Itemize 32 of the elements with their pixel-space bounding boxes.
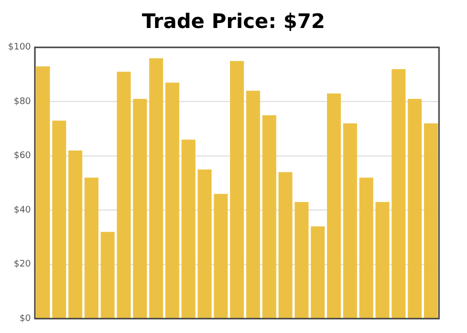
bar — [198, 169, 212, 318]
bar — [310, 226, 325, 318]
bar — [182, 140, 196, 318]
bar — [375, 202, 390, 318]
y-tick-label: $100 — [8, 42, 32, 53]
bar — [68, 150, 82, 318]
bar — [326, 94, 341, 318]
bar — [246, 90, 260, 318]
bar — [84, 178, 98, 318]
bar — [343, 123, 358, 318]
bar — [214, 194, 228, 318]
bar — [100, 232, 115, 318]
bar — [278, 172, 292, 318]
bar — [262, 115, 276, 318]
bar — [149, 58, 164, 318]
bar — [408, 98, 422, 318]
bar — [133, 98, 147, 318]
y-tick-label: $80 — [14, 96, 32, 107]
bar — [359, 178, 374, 318]
bar — [52, 120, 66, 318]
bar — [165, 82, 180, 318]
bar — [392, 69, 406, 318]
y-tick-label: $60 — [14, 151, 32, 162]
y-tick-label: $0 — [19, 314, 32, 324]
chart-title: Trade Price: $72 — [140, 8, 326, 35]
bar — [36, 66, 50, 318]
bar — [116, 72, 131, 318]
y-tick-label: $20 — [14, 260, 32, 270]
bar — [424, 123, 438, 318]
bar — [230, 60, 244, 318]
bar — [294, 202, 309, 318]
y-tick-label: $40 — [14, 205, 32, 216]
